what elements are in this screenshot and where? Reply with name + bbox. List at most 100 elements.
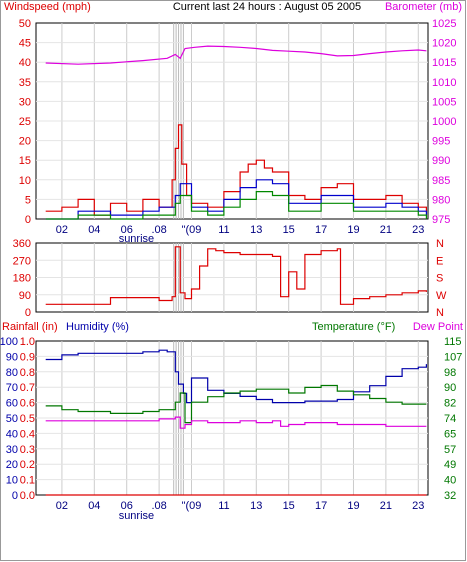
axis-tick-label: 0.1 <box>20 475 35 487</box>
hour-tick-label: 02 <box>56 500 68 512</box>
temperature-label: Temperature (°F) <box>312 321 395 333</box>
hour-tick-label: .08 <box>151 500 166 512</box>
hour-tick-label: 02 <box>56 224 68 236</box>
hour-tick-label: 04 <box>88 500 100 512</box>
axis-tick-label: 20 <box>6 459 18 471</box>
chart-title: Current last 24 hours : August 05 2005 <box>173 1 361 13</box>
axis-tick-label: 15 <box>19 155 31 167</box>
axis-tick-label: 1000 <box>432 116 456 128</box>
hour-tick-label: 17 <box>315 500 327 512</box>
axis-tick-label: 0.3 <box>20 444 35 456</box>
dewpoint-label: Dew Point <box>413 321 463 333</box>
hour-tick-label: 11 <box>218 500 229 512</box>
hour-tick-label: 13 <box>250 224 262 236</box>
hour-tick-label: 06 <box>121 224 133 236</box>
axis-tick-label: E <box>436 255 443 267</box>
temperature-series <box>45 384 427 424</box>
axis-tick-label: 10 <box>19 175 31 187</box>
hour-tick-label: 21 <box>380 500 392 512</box>
axis-tick-label: 5 <box>25 194 31 206</box>
axis-tick-label: 0 <box>25 307 31 319</box>
axis-tick-label: 100 <box>0 336 18 348</box>
axis-tick-label: 30 <box>19 96 31 108</box>
windspeed-min-series <box>45 191 427 220</box>
axis-tick-label: 360 <box>13 238 31 250</box>
axis-tick-label: 30 <box>6 444 18 456</box>
axis-tick-label: 57 <box>444 444 456 456</box>
hour-tick-label: 23 <box>412 500 424 512</box>
axis-tick-label: 82 <box>444 398 456 410</box>
axis-tick-label: 40 <box>444 475 456 487</box>
hour-tick-label: 15 <box>283 224 295 236</box>
axis-tick-label: 0.4 <box>20 428 35 440</box>
hour-tick-label: 19 <box>347 224 359 236</box>
axis-tick-label: 50 <box>6 413 18 425</box>
sunrise-label: sunrise <box>119 233 154 245</box>
axis-tick-label: 0.8 <box>20 367 35 379</box>
hour-tick-label: 15 <box>283 500 295 512</box>
windspeed-label: Windspeed (mph) <box>4 1 91 13</box>
axis-tick-label: 20 <box>19 136 31 148</box>
windspeed-avg-series <box>45 179 427 220</box>
axis-tick-label: 1015 <box>432 57 456 69</box>
axis-tick-label: 270 <box>13 255 31 267</box>
axis-tick-label: 0.9 <box>20 351 35 363</box>
rainfall-label: Rainfall (in) <box>2 321 58 333</box>
axis-tick-label: 0 <box>25 214 31 226</box>
axis-tick-label: 980 <box>432 194 450 206</box>
axis-tick-label: 990 <box>432 155 450 167</box>
axis-tick-label: N <box>436 307 444 319</box>
axis-tick-label: 60 <box>6 398 18 410</box>
axis-tick-label: 80 <box>6 367 18 379</box>
humidity-series <box>45 349 427 404</box>
humidity-label: Humidity (%) <box>66 321 129 333</box>
panel-rain-humidity-temperature: 0.0 0.1 0.2 0.3 0.4 0.5 0.6 0.7 0.8 0.9 1.0 0 10 20 30… <box>0 336 462 522</box>
axis-tick-label: 1005 <box>432 96 456 108</box>
axis-tick-label: 70 <box>6 382 18 394</box>
hour-tick-label: "(09 <box>182 500 202 512</box>
axis-tick-label: 35 <box>19 77 31 89</box>
axis-tick-label: 107 <box>444 351 462 363</box>
axis-tick-label: 1.0 <box>20 336 35 348</box>
axis-tick-label: 49 <box>444 459 456 471</box>
axis-tick-label: 0 <box>12 490 18 502</box>
axis-tick-label: 1010 <box>432 77 456 89</box>
hour-tick-label: 11 <box>218 224 229 236</box>
axis-tick-label: 40 <box>6 428 18 440</box>
hour-tick-label: 06 <box>121 500 133 512</box>
axis-tick-label: 40 <box>19 57 31 69</box>
hour-tick-label: 17 <box>315 224 327 236</box>
hour-tick-label: 13 <box>250 500 262 512</box>
barometer-series <box>45 45 427 65</box>
axis-tick-label: 90 <box>444 382 456 394</box>
sunrise-label: sunrise <box>119 510 154 522</box>
barometer-label: Barometer (mb) <box>385 1 462 13</box>
axis-tick-label: S <box>436 273 443 285</box>
axis-tick-label: 180 <box>13 273 31 285</box>
hour-tick-label: 04 <box>88 224 100 236</box>
axis-tick-label: 0.0 <box>20 490 35 502</box>
dewpoint-series <box>45 416 427 429</box>
axis-tick-label: 0.7 <box>20 382 35 394</box>
axis-tick-label: 0.5 <box>20 413 35 425</box>
axis-tick-label: 0.6 <box>20 398 35 410</box>
axis-tick-label: W <box>436 290 447 302</box>
axis-tick-label: 45 <box>19 38 31 50</box>
axis-tick-label: 995 <box>432 136 450 148</box>
axis-tick-label: 98 <box>444 367 456 379</box>
axis-tick-label: 10 <box>6 475 18 487</box>
hour-tick-label: "(09 <box>182 224 202 236</box>
axis-tick-label: 1020 <box>432 38 456 50</box>
axis-tick-label: 985 <box>432 175 450 187</box>
axis-tick-label: 50 <box>19 18 31 30</box>
axis-tick-label: 0.2 <box>20 459 35 471</box>
hour-tick-label: 19 <box>347 500 359 512</box>
axis-tick-label: 65 <box>444 428 456 440</box>
axis-tick-label: 25 <box>19 116 31 128</box>
axis-tick-label: 90 <box>6 351 18 363</box>
axis-tick-label: 1025 <box>432 18 456 30</box>
